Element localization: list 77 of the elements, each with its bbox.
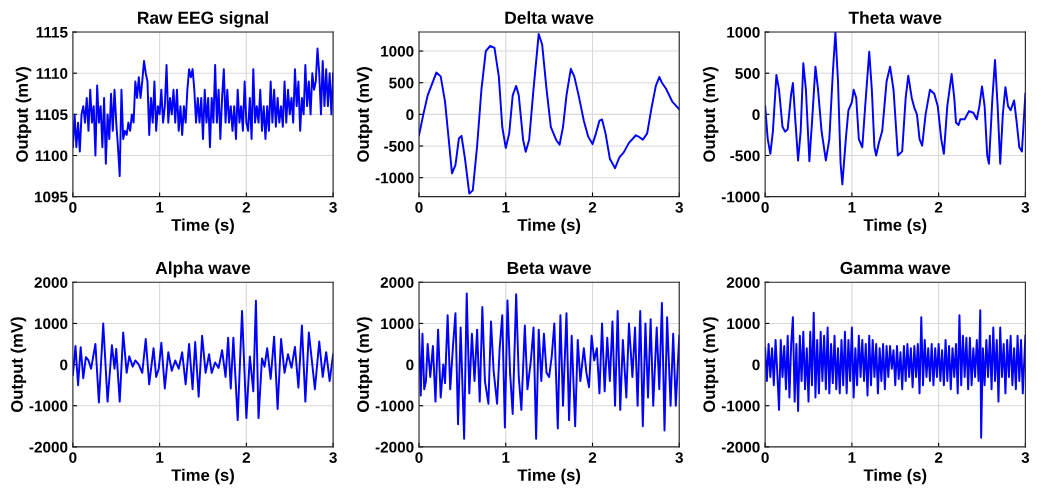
y-axis-title: Output (mV) [356,317,373,413]
x-tick-label: 2 [242,452,251,463]
x-tick-label: 2 [934,452,943,463]
x-tick-label: 2 [242,201,251,213]
y-tick-label: 2000 [726,277,760,288]
y-tick-label: 1105 [35,109,68,121]
y-tick-label: 500 [389,77,414,89]
y-tick-label: -2000 [721,441,760,453]
y-tick-label: 1115 [36,27,68,38]
x-tick-label: 2 [588,452,597,463]
y-axis-title: Output (mV) [702,317,719,413]
y-tick-label: 0 [752,359,760,371]
y-tick-label: 1110 [36,68,68,79]
y-tick-label: 1100 [35,150,68,162]
x-tick-label: 1 [156,202,164,213]
x-tick-label: 3 [329,452,337,463]
y-tick-label: -1000 [29,400,68,412]
chart-title: Theta wave [848,11,942,24]
x-tick-label: 0 [761,452,769,463]
chart-title: Gamma wave [840,261,951,275]
x-axis-title: Time (s) [863,218,927,235]
y-tick-label: 0 [60,359,68,371]
chart-title: Alpha wave [155,261,251,278]
y-axis-title: Output (mV) [356,67,373,162]
y-tick-label: 500 [735,68,760,79]
line-series [419,292,680,440]
line-series [419,32,680,195]
y-tick-label: 1000 [381,45,414,57]
x-tick-label: 0 [415,201,423,213]
x-axis-title: Time (s) [863,468,927,485]
line-series [72,299,334,422]
x-tick-label: 3 [675,201,683,213]
y-tick-label: -2000 [375,441,414,453]
y-tick-label: 1000 [381,318,414,330]
chart-title: Raw EEG signal [138,11,268,28]
x-tick-label: 2 [934,201,943,213]
y-tick-label: 0 [752,109,760,121]
x-tick-label: 3 [675,452,683,463]
x-tick-label: 3 [1021,452,1030,463]
line-series [72,47,334,178]
x-tick-label: 0 [761,201,769,213]
x-axis-title: Time (s) [171,218,234,235]
x-tick-label: 1 [156,452,164,463]
y-tick-label: 1000 [727,26,760,38]
chart-title: Delta wave [505,11,594,24]
x-tick-label: 3 [329,201,337,213]
y-tick-label: 1000 [34,318,68,330]
y-axis-title: Output (mV) [15,67,32,162]
x-tick-label: 2 [588,201,597,213]
x-axis-title: Time (s) [517,218,581,235]
x-axis-title: Time (s) [171,468,234,485]
x-tick-label: 0 [69,452,77,463]
x-tick-label: 0 [415,452,423,463]
line-series [765,309,1026,439]
y-tick-label: -1000 [721,191,760,203]
y-tick-label: 2000 [34,277,68,288]
y-tick-label: -500 [730,150,760,162]
y-tick-label: -2000 [29,441,68,453]
y-tick-label: 0 [406,359,414,371]
y-tick-label: -1000 [721,400,760,412]
y-axis-title: Output (mV) [10,317,27,413]
y-tick-label: -1000 [375,400,414,412]
y-tick-label: -1000 [375,172,414,184]
y-tick-label: 1000 [727,318,760,330]
y-tick-label: 2000 [380,277,414,288]
y-axis-title: Output (mV) [702,67,719,162]
x-tick-label: 1 [848,202,856,213]
x-tick-label: 1 [502,452,510,463]
y-tick-label: 0 [406,109,414,121]
y-tick-label: -500 [384,140,414,152]
x-axis-title: Time (s) [517,468,581,485]
chart-title: Beta wave [507,262,591,275]
x-tick-label: 1 [848,452,856,463]
x-tick-label: 3 [1021,201,1030,213]
x-tick-label: 0 [69,201,77,213]
x-tick-label: 1 [502,202,510,213]
y-tick-label: 1095 [34,191,68,203]
